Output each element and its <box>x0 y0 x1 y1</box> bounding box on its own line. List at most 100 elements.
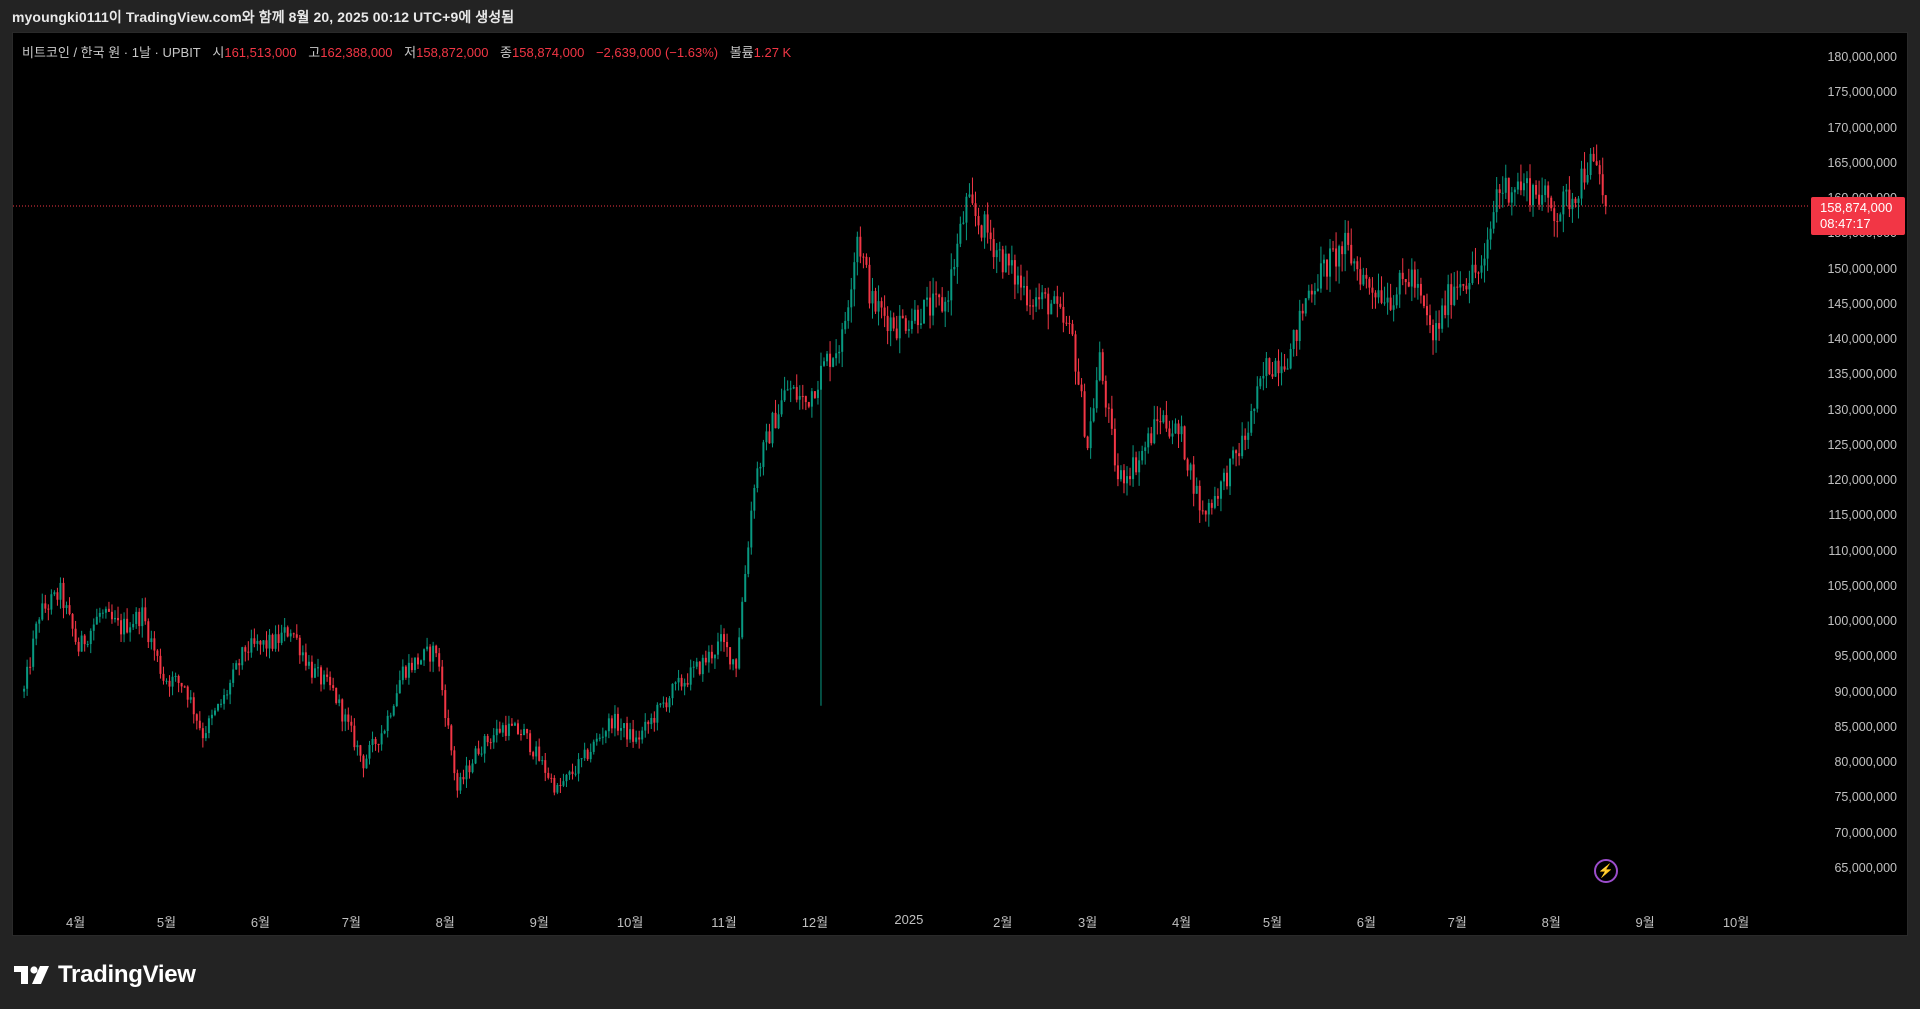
candle-body <box>401 666 404 681</box>
candle-body <box>429 646 432 662</box>
symbol-label[interactable]: 비트코인 / 한국 원 · 1날 · UPBIT <box>22 45 201 60</box>
candle-body <box>1022 286 1025 288</box>
candle-body <box>1571 198 1574 210</box>
candle-body <box>41 603 44 620</box>
candle-body <box>235 663 238 670</box>
candle-body <box>859 236 862 257</box>
candle-body <box>1541 195 1544 205</box>
candle-body <box>932 293 935 316</box>
candle-body <box>1195 485 1198 494</box>
candle-body <box>329 676 332 686</box>
candle-body <box>759 466 762 469</box>
candle-body <box>529 733 532 753</box>
candle-body <box>750 510 753 548</box>
candle-body <box>298 637 301 656</box>
price-axis[interactable]: 65,000,000 70,000,000 75,000,000 80,000,000… <box>1807 33 1907 903</box>
candle-body <box>144 607 147 622</box>
candle-body <box>1422 295 1425 307</box>
candle-body <box>868 264 871 304</box>
candle-body <box>1098 352 1101 381</box>
candle-body <box>1092 408 1095 422</box>
candle-body <box>295 634 298 638</box>
time-axis-tick: 10월 <box>616 915 644 930</box>
candle-body <box>892 317 895 329</box>
candle-body <box>259 640 262 645</box>
candle-body <box>371 738 374 746</box>
candle-body <box>320 667 323 685</box>
candle-body <box>510 723 513 726</box>
candle-body <box>1441 305 1444 329</box>
candle-body <box>1110 408 1113 429</box>
candle-body <box>301 652 304 656</box>
candle-body <box>1074 334 1077 372</box>
candle-body <box>1319 263 1322 289</box>
candle-body <box>1344 232 1347 255</box>
candle-body <box>1359 269 1362 285</box>
chart-frame[interactable]: 비트코인 / 한국 원 · 1날 · UPBIT 시161,513,000 고1… <box>12 32 1908 936</box>
candle-body <box>1310 290 1313 295</box>
candle-body <box>910 320 913 330</box>
price-axis-tick: 110,000,000 <box>1828 543 1897 558</box>
candle-body <box>647 721 650 725</box>
candle-body <box>789 388 792 390</box>
candle-body <box>274 634 277 649</box>
candle-body <box>1553 208 1556 222</box>
candle-body <box>883 307 886 316</box>
candle-body <box>1371 287 1374 293</box>
candle-body <box>1580 168 1583 199</box>
candle-body <box>1429 315 1432 325</box>
candle-body <box>59 582 62 600</box>
candle-body <box>265 640 268 649</box>
candle-body <box>1519 181 1522 191</box>
candle-body <box>592 741 595 752</box>
candle-body <box>1216 496 1219 499</box>
candle-body <box>450 725 453 751</box>
candle-body <box>1477 272 1480 274</box>
candle-body <box>962 222 965 224</box>
time-axis-tick: 8월 <box>1541 915 1561 930</box>
candle-body <box>104 608 107 613</box>
candle-body <box>553 777 556 793</box>
candle-body <box>765 431 768 443</box>
candle-body <box>271 634 274 649</box>
time-axis-tick: 12월 <box>801 915 829 930</box>
candle-body <box>1153 419 1156 444</box>
candle-body <box>1586 175 1589 183</box>
candle-body <box>1077 371 1080 385</box>
time-axis[interactable]: 4월 5월 6월 7월 8월 9월 10월 11월 12월 2025 2월 3월 4월 5월 6월 7월 8월 9… <box>13 903 1809 935</box>
time-axis-tick: 8월 <box>435 915 455 930</box>
candle-body <box>147 621 150 643</box>
candle-body <box>1010 260 1013 266</box>
lightning-icon[interactable]: ⚡ <box>1593 859 1618 883</box>
candle-body <box>380 733 383 745</box>
candle-body <box>1538 194 1541 205</box>
candle-body <box>95 616 98 625</box>
candle-body <box>50 594 53 610</box>
close-label: 종 <box>500 45 513 60</box>
candle-body <box>598 737 601 739</box>
candle-body <box>1180 426 1183 435</box>
candle-body <box>877 301 880 312</box>
candle-body <box>713 654 716 659</box>
candle-body <box>541 760 544 762</box>
candle-body <box>559 784 562 786</box>
candle-body <box>347 714 350 722</box>
candle-body <box>513 723 516 726</box>
candle-body <box>774 412 777 429</box>
candle-body <box>107 608 110 612</box>
candle-body <box>120 620 123 635</box>
candle-body <box>813 391 816 398</box>
candle-body <box>1247 432 1250 440</box>
candle-body <box>1468 283 1471 290</box>
candle-body <box>1144 447 1147 451</box>
candle-body <box>1013 260 1016 285</box>
candle-body <box>604 731 607 737</box>
price-axis-tick: 125,000,000 <box>1827 437 1897 452</box>
candlestick-plot[interactable] <box>13 33 1809 903</box>
candle-body <box>317 667 319 669</box>
candle-body <box>465 765 468 780</box>
candle-body <box>1265 358 1268 376</box>
candle-body <box>762 442 765 467</box>
candle-body <box>1556 221 1559 223</box>
candle-body <box>1392 305 1395 310</box>
